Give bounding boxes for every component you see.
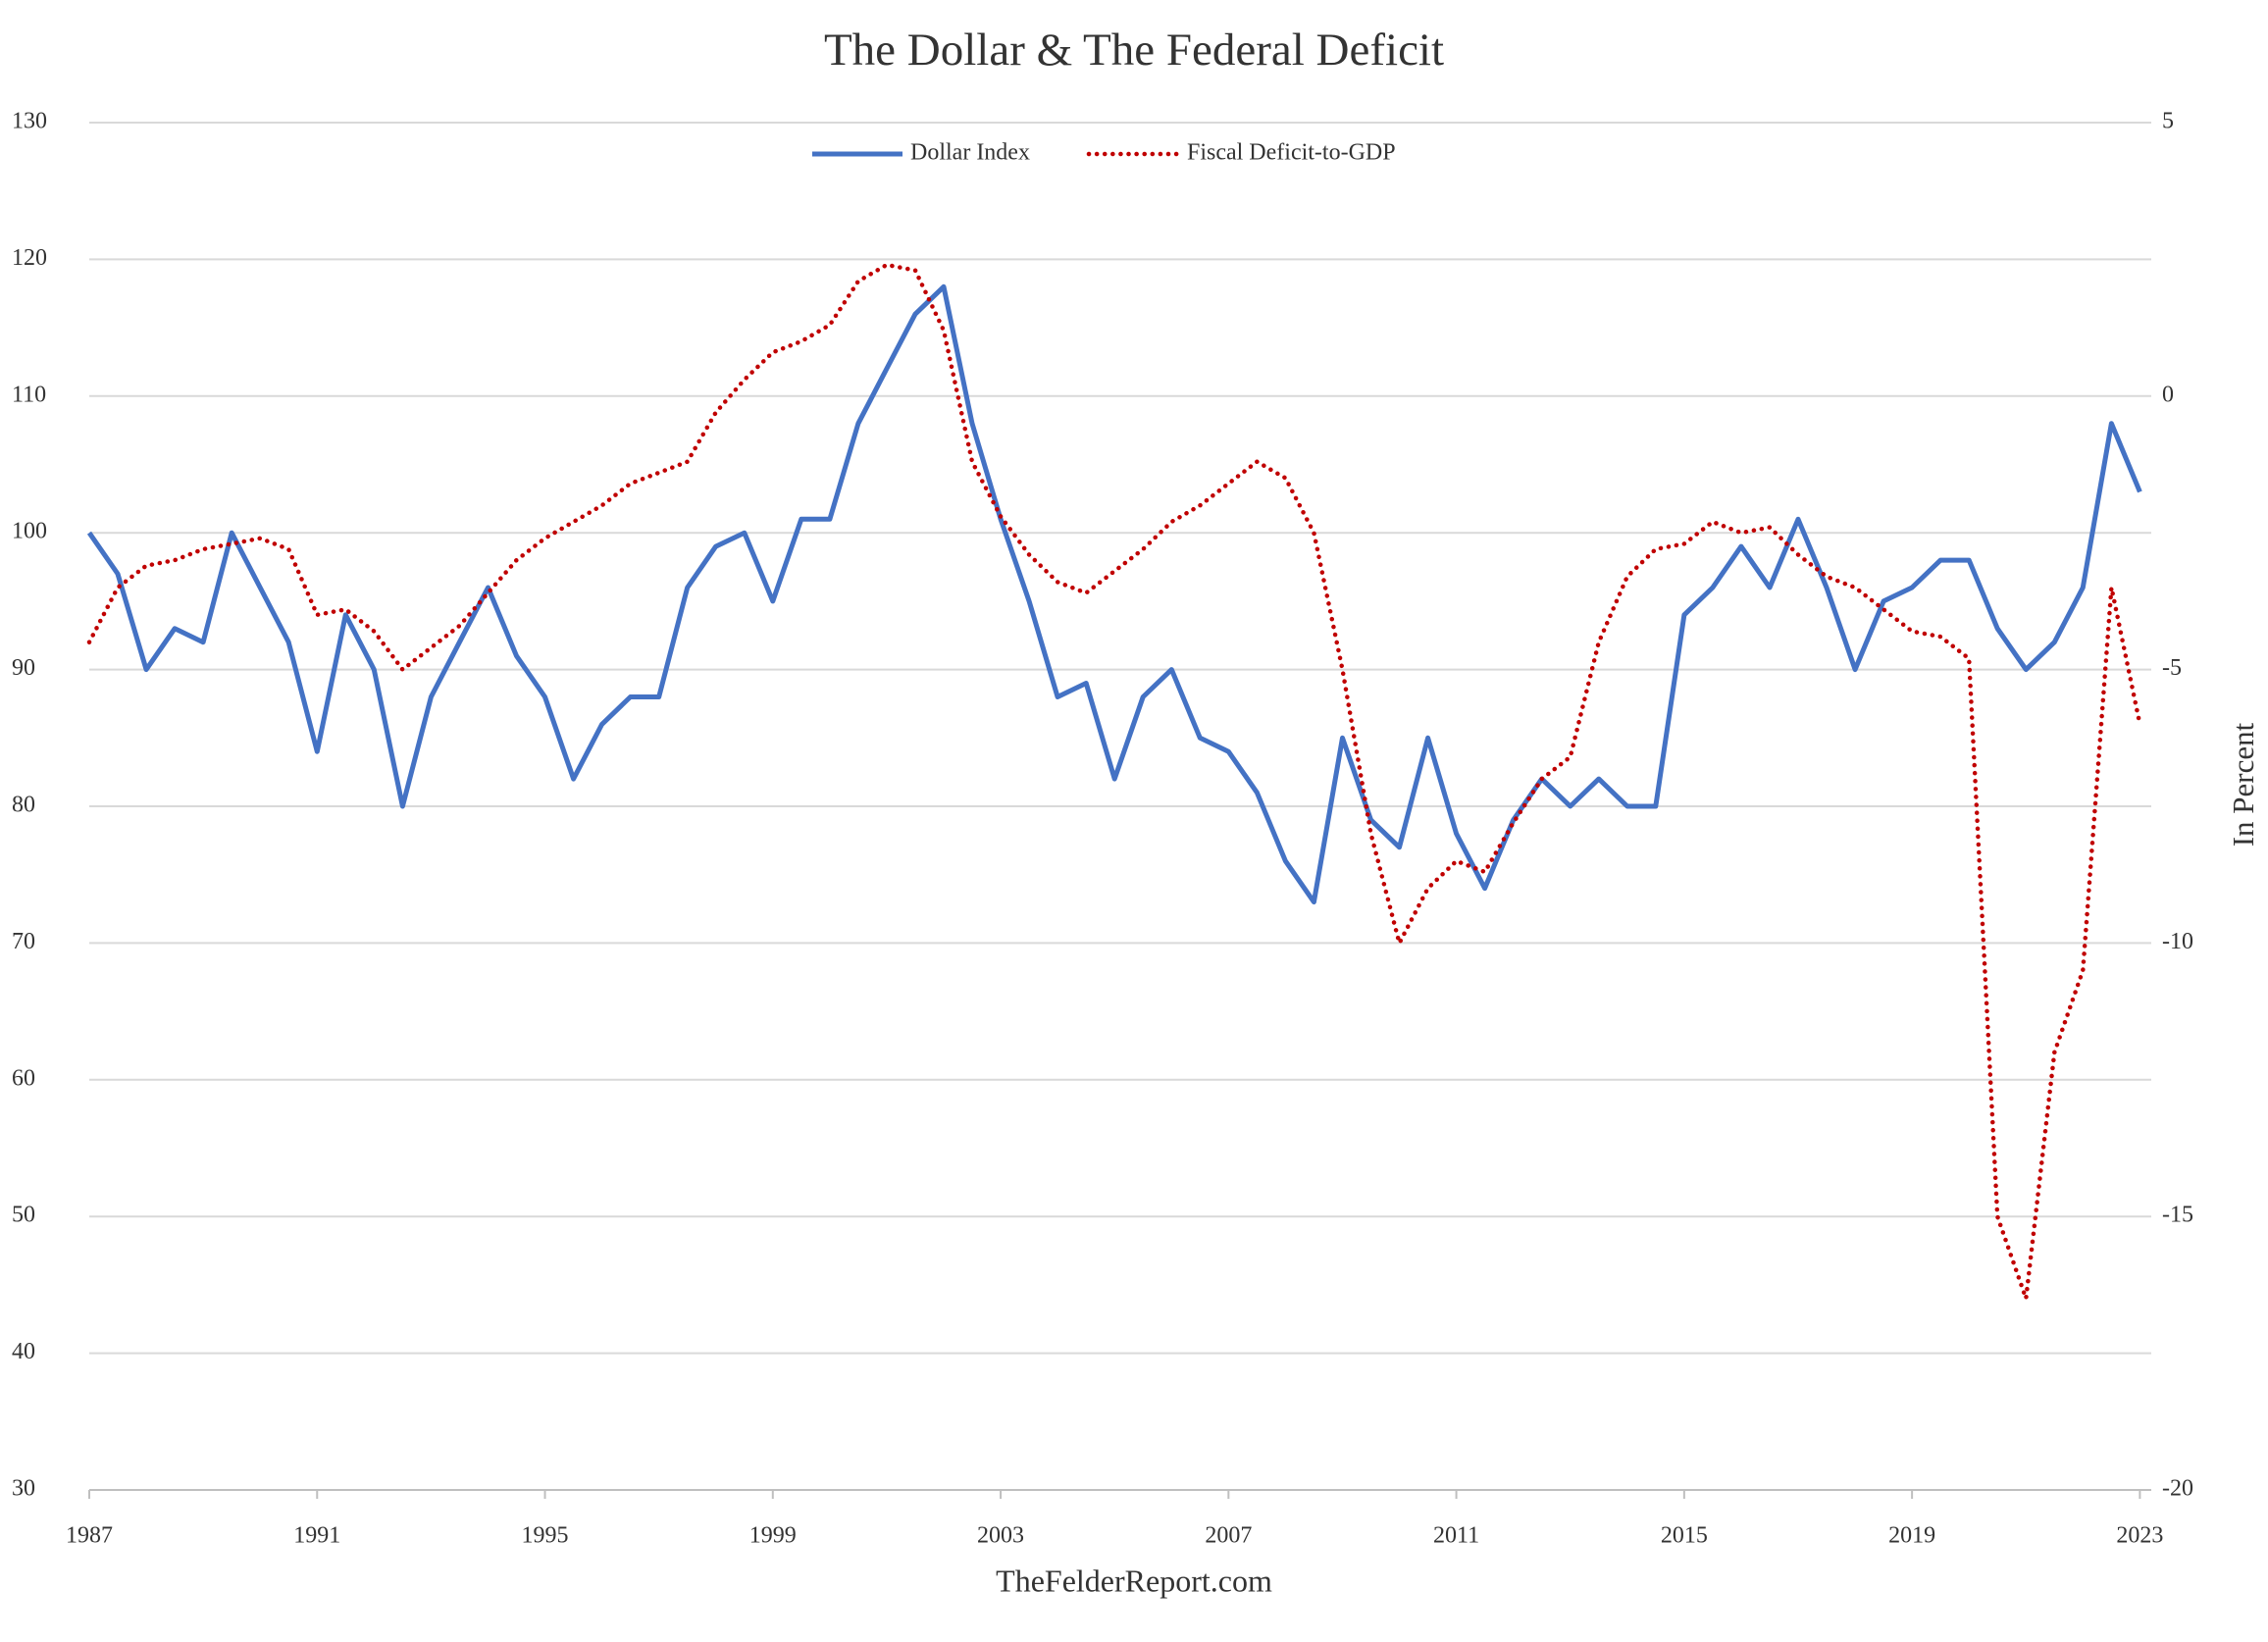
y-tick-label: 80 [12,793,35,818]
y2-tick-label: -10 [2162,929,2193,954]
x-tick-label: 1995 [522,1523,569,1549]
x-tick-label: 2011 [1433,1523,1479,1549]
chart-title: The Dollar & The Federal Deficit [824,25,1444,76]
x-tick-label: 2003 [977,1523,1024,1549]
y-tick-label: 50 [12,1203,35,1228]
x-tick-label: 1999 [749,1523,797,1549]
y-tick-label: 120 [12,245,47,271]
y-tick-label: 130 [12,109,47,134]
x-tick-label: 1987 [66,1523,113,1549]
y2-tick-label: 0 [2162,382,2174,407]
x-tick-label: 1991 [293,1523,340,1549]
series-line [86,283,2142,905]
y2-tick-label: 5 [2162,109,2174,134]
y2-tick-label: -20 [2162,1476,2193,1502]
y-tick-label: 60 [12,1065,35,1091]
y2-axis-label: In Percent [2226,722,2260,847]
y-tick-label: 100 [12,519,47,544]
y-tick-label: 90 [12,655,35,681]
y-tick-label: 40 [12,1339,35,1364]
y-tick-label: 110 [12,382,46,407]
y2-tick-label: -15 [2162,1203,2193,1228]
x-tick-label: 2023 [2116,1523,2163,1549]
legend-label: Fiscal Deficit-to-GDP [1187,140,1396,166]
x-tick-label: 2019 [1888,1523,1935,1549]
series-line [86,262,2142,1302]
y-tick-label: 70 [12,929,35,954]
source: TheFelderReport.com [996,1563,1272,1598]
x-tick-label: 2015 [1661,1523,1708,1549]
y-tick-label: 30 [12,1476,35,1502]
legend-label: Dollar Index [910,140,1030,166]
y2-tick-label: -5 [2162,655,2182,681]
x-tick-label: 2007 [1205,1523,1252,1549]
